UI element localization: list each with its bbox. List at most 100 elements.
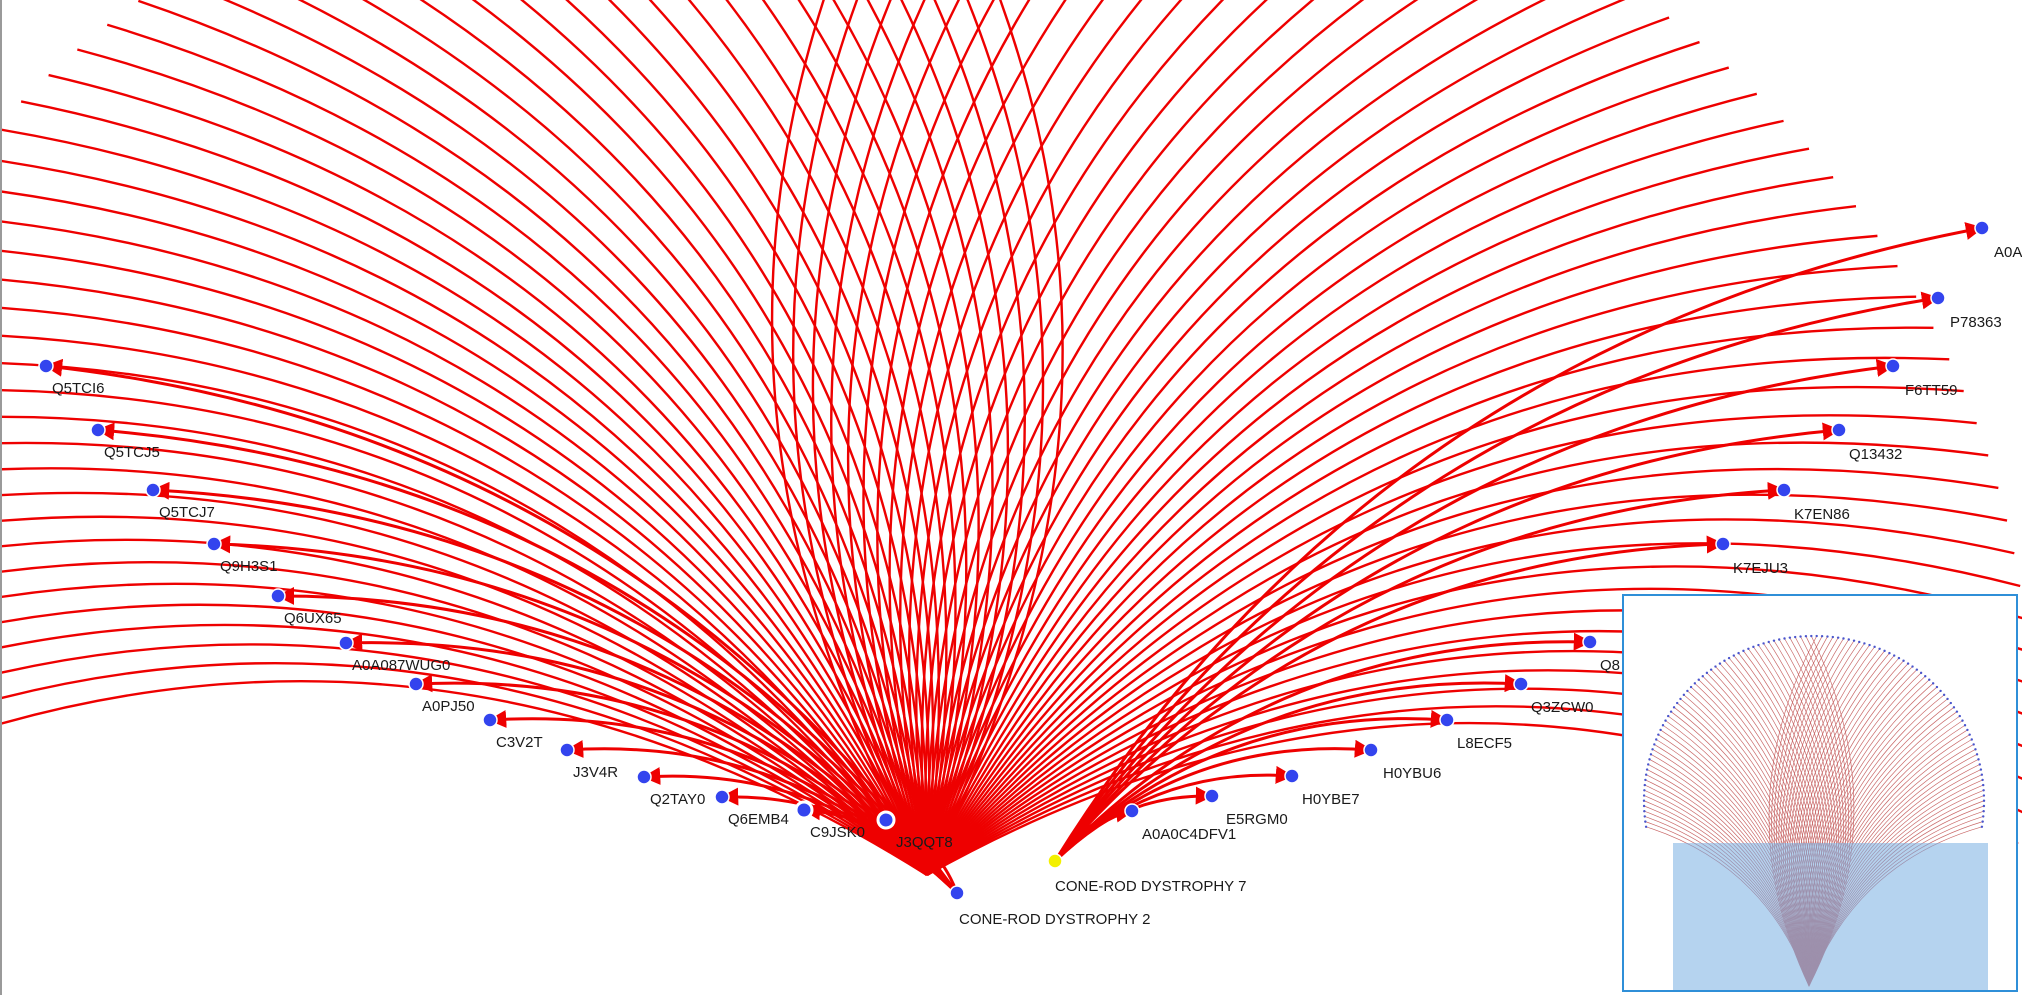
protein-node[interactable] xyxy=(714,789,730,805)
node-label: A0A0C4DFV1 xyxy=(1142,826,1236,843)
minimap-node xyxy=(1842,637,1845,640)
node-label: Q2TAY0 xyxy=(650,791,705,808)
protein-node[interactable] xyxy=(145,482,161,498)
protein-node[interactable] xyxy=(876,810,896,830)
minimap-node xyxy=(1647,763,1650,766)
minimap-node xyxy=(1689,685,1693,689)
minimap-node xyxy=(1970,738,1973,741)
minimap-node xyxy=(1723,659,1726,662)
protein-node[interactable] xyxy=(1715,536,1731,552)
edge xyxy=(926,441,1989,876)
minimap-node xyxy=(1982,789,1985,792)
protein-node[interactable] xyxy=(1124,803,1140,819)
minimap-node xyxy=(1979,768,1983,771)
minimap-viewport[interactable] xyxy=(1673,843,1988,990)
minimap-node xyxy=(1686,689,1689,693)
node-label: H0YBU6 xyxy=(1383,765,1441,782)
minimap-node xyxy=(1949,701,1953,705)
edge xyxy=(2,249,929,876)
node-label: A0A xyxy=(1994,244,2022,261)
edge xyxy=(925,175,1834,876)
edge xyxy=(2,306,929,876)
minimap-node xyxy=(1952,706,1956,709)
minimap-node xyxy=(1672,706,1676,709)
edge xyxy=(2,467,928,876)
protein-node[interactable] xyxy=(1582,634,1598,650)
edge xyxy=(926,493,2008,876)
minimap-node xyxy=(1931,682,1935,685)
edge xyxy=(96,422,959,894)
protein-node[interactable] xyxy=(1776,482,1792,498)
minimap-node xyxy=(1902,659,1905,662)
minimap-node xyxy=(1906,662,1910,665)
node-label: Q9H3S1 xyxy=(220,558,278,575)
protein-node[interactable] xyxy=(338,635,354,651)
disease-node[interactable] xyxy=(949,885,965,901)
minimap-node xyxy=(1968,733,1971,736)
edge xyxy=(802,802,959,894)
edge xyxy=(926,414,1977,876)
minimap-node xyxy=(1810,634,1813,638)
minimap-node xyxy=(1644,773,1648,776)
minimap-node xyxy=(1653,743,1656,746)
protein-node[interactable] xyxy=(1885,358,1901,374)
minimap-node xyxy=(1868,643,1871,647)
protein-node[interactable] xyxy=(270,588,286,604)
edge xyxy=(888,0,1067,876)
protein-node[interactable] xyxy=(636,769,652,785)
minimap-node xyxy=(1644,820,1647,823)
edge xyxy=(924,0,1268,876)
protein-node[interactable] xyxy=(1363,742,1379,758)
overview-minimap[interactable] xyxy=(1622,594,2018,992)
minimap-node xyxy=(1961,719,1964,722)
minimap-node xyxy=(1980,825,1984,829)
protein-node[interactable] xyxy=(794,800,814,820)
protein-node[interactable] xyxy=(1513,676,1529,692)
edge xyxy=(876,0,1031,876)
node-label: Q13432 xyxy=(1849,446,1902,463)
protein-node[interactable] xyxy=(1439,712,1455,728)
edge xyxy=(925,0,1315,876)
protein-node[interactable] xyxy=(1974,220,1990,236)
edge xyxy=(925,40,1700,876)
minimap-node xyxy=(1942,693,1946,697)
node-label: P78363 xyxy=(1950,314,2002,331)
protein-node[interactable] xyxy=(1284,768,1300,784)
minimap-node xyxy=(1747,647,1750,650)
minimap-node xyxy=(1820,634,1824,638)
protein-node[interactable] xyxy=(90,422,106,438)
protein-node[interactable] xyxy=(206,536,222,552)
minimap-node xyxy=(1873,645,1876,649)
minimap-node xyxy=(1928,678,1931,681)
node-layer: Q5TCI6 Q5TCJ5 Q5TCJ7 Q9H3S1 Q6UX65 A0A087WUG0… xyxy=(38,220,2022,928)
edge xyxy=(1053,422,1841,862)
minimap-node xyxy=(1883,649,1886,653)
edge xyxy=(2,582,928,876)
minimap-node xyxy=(1911,665,1914,668)
protein-node[interactable] xyxy=(408,676,424,692)
edge xyxy=(297,0,929,876)
protein-node[interactable] xyxy=(559,742,575,758)
minimap-node xyxy=(1669,710,1673,713)
minimap-node xyxy=(1718,662,1722,665)
minimap-node xyxy=(1644,825,1648,829)
minimap-node xyxy=(1982,815,1985,818)
edge xyxy=(925,16,1670,876)
minimap-node xyxy=(1915,668,1919,671)
edge xyxy=(884,817,959,894)
minimap-node xyxy=(1701,675,1704,678)
minimap-node xyxy=(1643,789,1646,792)
protein-node[interactable] xyxy=(1930,290,1946,306)
protein-node[interactable] xyxy=(38,358,54,374)
protein-node[interactable] xyxy=(1204,788,1220,804)
minimap-node xyxy=(1982,810,1985,813)
minimap-node xyxy=(1679,697,1682,701)
protein-node[interactable] xyxy=(1831,422,1847,438)
node-label: Q6UX65 xyxy=(284,610,342,627)
disease-node[interactable] xyxy=(1047,853,1063,869)
minimap-node xyxy=(1974,748,1977,751)
protein-node[interactable] xyxy=(482,712,498,728)
minimap-node xyxy=(1980,773,1984,776)
